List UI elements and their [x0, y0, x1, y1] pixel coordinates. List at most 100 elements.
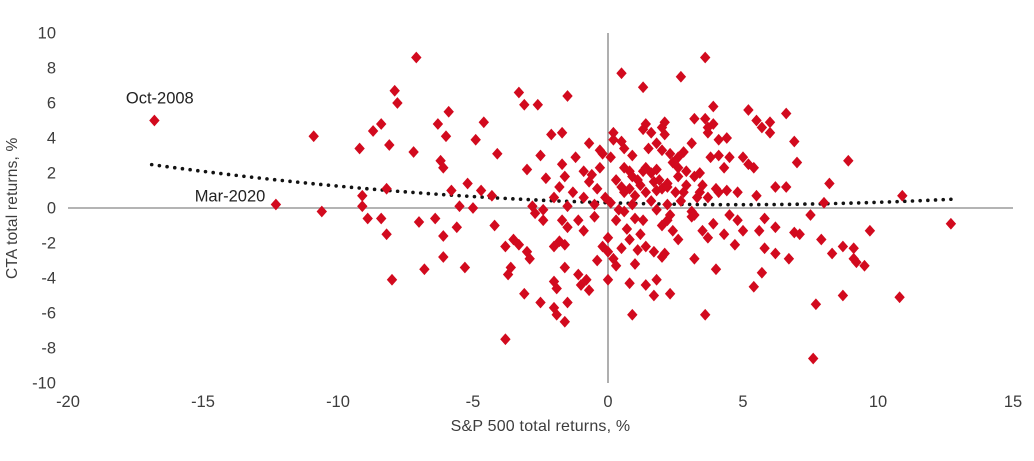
y-tick-label: -10 — [32, 375, 56, 393]
data-point — [627, 170, 638, 183]
trendline-dot — [672, 202, 677, 207]
data-point — [583, 137, 595, 150]
x-tick-label: -15 — [191, 393, 215, 411]
annotation-label: Mar-2020 — [195, 188, 266, 206]
data-point — [624, 165, 635, 178]
data-point — [651, 273, 662, 286]
data-point — [629, 189, 641, 202]
data-point — [700, 112, 711, 125]
data-point — [640, 118, 651, 130]
trendline-dot — [165, 164, 169, 169]
trendline-dot — [372, 187, 377, 192]
data-point — [818, 196, 830, 209]
x-axis-title: S&P 500 total returns, % — [450, 418, 631, 435]
data-point — [637, 165, 649, 178]
data-point — [613, 203, 624, 216]
data-point — [837, 240, 849, 253]
data-point — [559, 238, 570, 251]
data-point — [697, 179, 708, 192]
data-point — [826, 247, 838, 260]
data-point — [627, 149, 638, 162]
data-point — [546, 128, 557, 141]
data-point — [689, 112, 700, 125]
data-point — [470, 133, 481, 146]
data-point — [646, 126, 657, 139]
data-point — [443, 105, 454, 118]
trendline-dot — [703, 202, 707, 207]
trendline-dot — [695, 202, 700, 207]
data-point — [756, 121, 768, 134]
data-point — [521, 163, 533, 176]
trendline-dot — [272, 177, 277, 182]
data-point — [357, 189, 368, 202]
trendline-dot — [872, 200, 876, 205]
data-point — [616, 67, 627, 80]
data-point — [316, 205, 327, 218]
data-point — [659, 247, 670, 260]
trendline-dot — [265, 177, 269, 181]
y-tick-label: -8 — [41, 340, 56, 358]
data-point — [575, 279, 587, 291]
data-point — [673, 233, 684, 246]
data-point — [824, 177, 835, 190]
data-point — [705, 151, 716, 164]
data-point — [381, 228, 392, 241]
data-point — [732, 214, 743, 227]
data-point — [556, 214, 568, 227]
trendline-dot — [741, 202, 746, 207]
data-point — [694, 167, 705, 179]
data-point — [694, 186, 705, 199]
data-point — [556, 158, 568, 171]
x-tick-label: -5 — [466, 393, 481, 411]
trendline-dot — [910, 199, 915, 203]
trendline-dot — [795, 202, 800, 207]
data-point — [656, 121, 668, 134]
data-point — [648, 289, 660, 302]
y-tick-label: 10 — [38, 25, 56, 43]
data-point — [489, 219, 500, 232]
trendline-dot — [518, 197, 523, 202]
trendline-dot — [288, 179, 292, 184]
data-point — [729, 238, 741, 251]
data-point — [438, 251, 449, 263]
data-point — [805, 209, 816, 221]
data-point — [864, 224, 876, 237]
data-point — [462, 177, 473, 190]
data-point — [578, 165, 589, 178]
data-point — [592, 254, 603, 267]
data-point — [664, 287, 676, 300]
data-point — [573, 214, 584, 227]
x-tick-label: -20 — [56, 393, 80, 411]
trendline-dot — [441, 192, 446, 197]
y-tick-label: 4 — [47, 130, 56, 148]
data-point — [592, 182, 603, 195]
data-point — [578, 224, 589, 237]
data-point — [149, 114, 160, 127]
data-point — [562, 296, 573, 309]
data-point — [624, 233, 635, 246]
data-point — [589, 210, 600, 223]
data-point — [837, 289, 849, 302]
trendline-dot — [457, 193, 461, 198]
trendline-dot — [572, 199, 577, 204]
data-point — [608, 126, 619, 139]
data-point — [770, 181, 781, 193]
data-point — [419, 263, 430, 276]
data-point — [737, 151, 749, 164]
trendline-dot — [434, 192, 438, 196]
data-point — [781, 107, 792, 120]
trendline-dot — [833, 201, 838, 206]
data-point — [743, 104, 754, 116]
data-point — [637, 123, 649, 136]
x-tick-label: 0 — [603, 393, 612, 411]
data-point — [789, 226, 800, 239]
data-point — [438, 161, 449, 174]
data-point — [567, 186, 579, 199]
y-tick-label: 6 — [47, 95, 56, 113]
trendline-dot — [311, 181, 315, 186]
data-point — [432, 118, 444, 130]
trendline-dot — [226, 172, 231, 177]
trendline-dot — [803, 202, 807, 206]
data-point — [700, 308, 711, 321]
trendline-dot — [641, 201, 646, 206]
